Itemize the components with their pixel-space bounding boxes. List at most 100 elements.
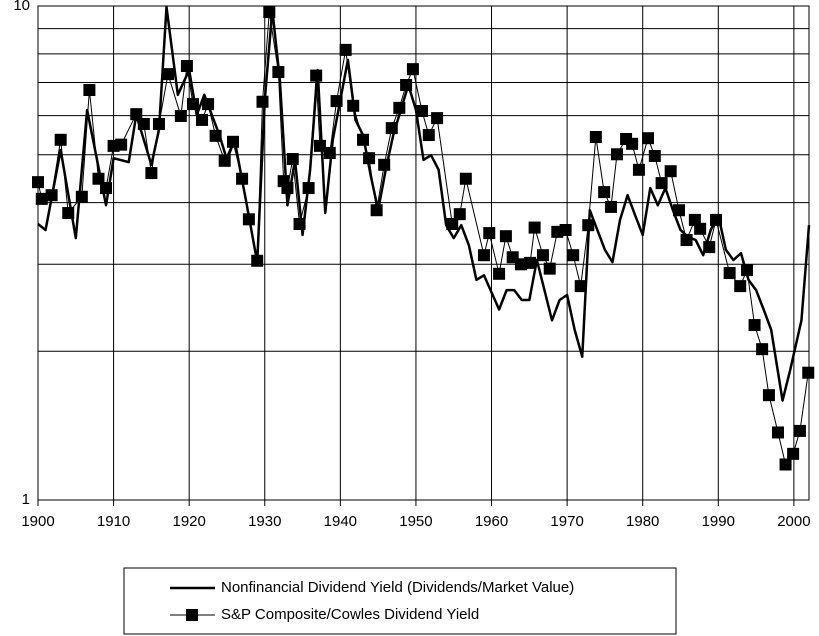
marker bbox=[604, 200, 617, 213]
marker bbox=[723, 267, 736, 280]
x-tick-label: 1950 bbox=[399, 513, 432, 530]
x-tick-label: 1930 bbox=[248, 513, 281, 530]
y-tick-label: 10 bbox=[13, 0, 30, 14]
marker bbox=[483, 227, 496, 240]
marker bbox=[310, 69, 323, 82]
marker bbox=[347, 99, 360, 112]
marker bbox=[515, 258, 528, 271]
marker bbox=[209, 129, 222, 142]
marker bbox=[236, 172, 249, 185]
marker bbox=[802, 366, 815, 379]
marker bbox=[626, 137, 639, 150]
marker bbox=[370, 204, 383, 217]
marker bbox=[281, 182, 294, 195]
marker bbox=[218, 154, 231, 167]
marker bbox=[393, 101, 406, 114]
marker bbox=[363, 152, 376, 165]
legend-box bbox=[123, 567, 677, 635]
marker bbox=[528, 221, 541, 234]
marker bbox=[174, 109, 187, 122]
marker bbox=[762, 389, 775, 402]
marker bbox=[772, 426, 785, 439]
marker bbox=[92, 172, 105, 185]
legend-label: S&P Composite/Cowles Dividend Yield bbox=[221, 606, 479, 623]
marker bbox=[559, 224, 572, 237]
marker bbox=[272, 66, 285, 79]
marker bbox=[611, 148, 624, 161]
marker bbox=[293, 217, 306, 230]
marker bbox=[453, 208, 466, 221]
x-tick-label: 1970 bbox=[550, 513, 583, 530]
marker bbox=[543, 262, 556, 275]
marker bbox=[313, 139, 326, 152]
marker bbox=[196, 113, 209, 126]
marker bbox=[431, 112, 444, 125]
x-tick-label: 1960 bbox=[475, 513, 508, 530]
plot-frame bbox=[37, 5, 810, 501]
marker bbox=[286, 153, 299, 166]
marker bbox=[137, 117, 150, 130]
marker bbox=[35, 192, 48, 205]
marker bbox=[422, 129, 435, 142]
marker bbox=[672, 204, 685, 217]
marker bbox=[582, 219, 595, 232]
series-line bbox=[37, 5, 811, 402]
marker bbox=[710, 213, 723, 226]
marker bbox=[524, 256, 537, 269]
marker bbox=[664, 165, 677, 178]
marker bbox=[779, 458, 792, 471]
marker bbox=[459, 172, 472, 185]
marker bbox=[130, 108, 143, 121]
marker bbox=[641, 132, 654, 145]
marker bbox=[748, 319, 761, 332]
marker bbox=[145, 167, 158, 180]
marker bbox=[446, 217, 459, 230]
marker bbox=[756, 343, 769, 356]
marker bbox=[648, 149, 661, 162]
marker bbox=[655, 177, 668, 190]
marker bbox=[734, 280, 747, 293]
marker bbox=[703, 241, 716, 254]
x-tick-label: 1990 bbox=[702, 513, 735, 530]
x-tick-label: 1980 bbox=[626, 513, 659, 530]
marker bbox=[75, 190, 88, 203]
marker bbox=[499, 230, 512, 243]
marker bbox=[227, 135, 240, 148]
marker bbox=[477, 249, 490, 262]
marker bbox=[32, 176, 44, 189]
series-line bbox=[37, 11, 809, 465]
marker bbox=[242, 213, 255, 226]
y-tick-label: 1 bbox=[22, 491, 30, 508]
marker bbox=[793, 424, 806, 437]
marker bbox=[741, 264, 754, 277]
legend-label: Nonfinancial Dividend Yield (Dividends/M… bbox=[221, 579, 574, 596]
marker bbox=[100, 182, 113, 195]
marker bbox=[506, 251, 519, 264]
marker bbox=[598, 186, 611, 199]
marker bbox=[406, 63, 419, 76]
marker bbox=[694, 222, 707, 235]
marker bbox=[162, 68, 175, 81]
marker bbox=[256, 95, 269, 108]
marker bbox=[378, 158, 391, 171]
x-tick-label: 1910 bbox=[97, 513, 130, 530]
marker bbox=[152, 117, 165, 130]
marker bbox=[54, 133, 67, 146]
marker bbox=[62, 207, 75, 220]
marker bbox=[83, 84, 96, 97]
marker bbox=[330, 95, 343, 108]
marker bbox=[45, 189, 58, 202]
marker bbox=[493, 267, 506, 280]
marker bbox=[536, 249, 549, 262]
x-tick-label: 1900 bbox=[21, 513, 54, 530]
marker bbox=[180, 60, 193, 73]
marker bbox=[680, 233, 693, 246]
marker bbox=[339, 43, 352, 56]
marker bbox=[251, 254, 264, 267]
x-tick-label: 1940 bbox=[324, 513, 357, 530]
marker bbox=[202, 98, 215, 111]
marker bbox=[323, 146, 336, 159]
x-tick-label: 1920 bbox=[172, 513, 205, 530]
marker bbox=[302, 182, 315, 195]
